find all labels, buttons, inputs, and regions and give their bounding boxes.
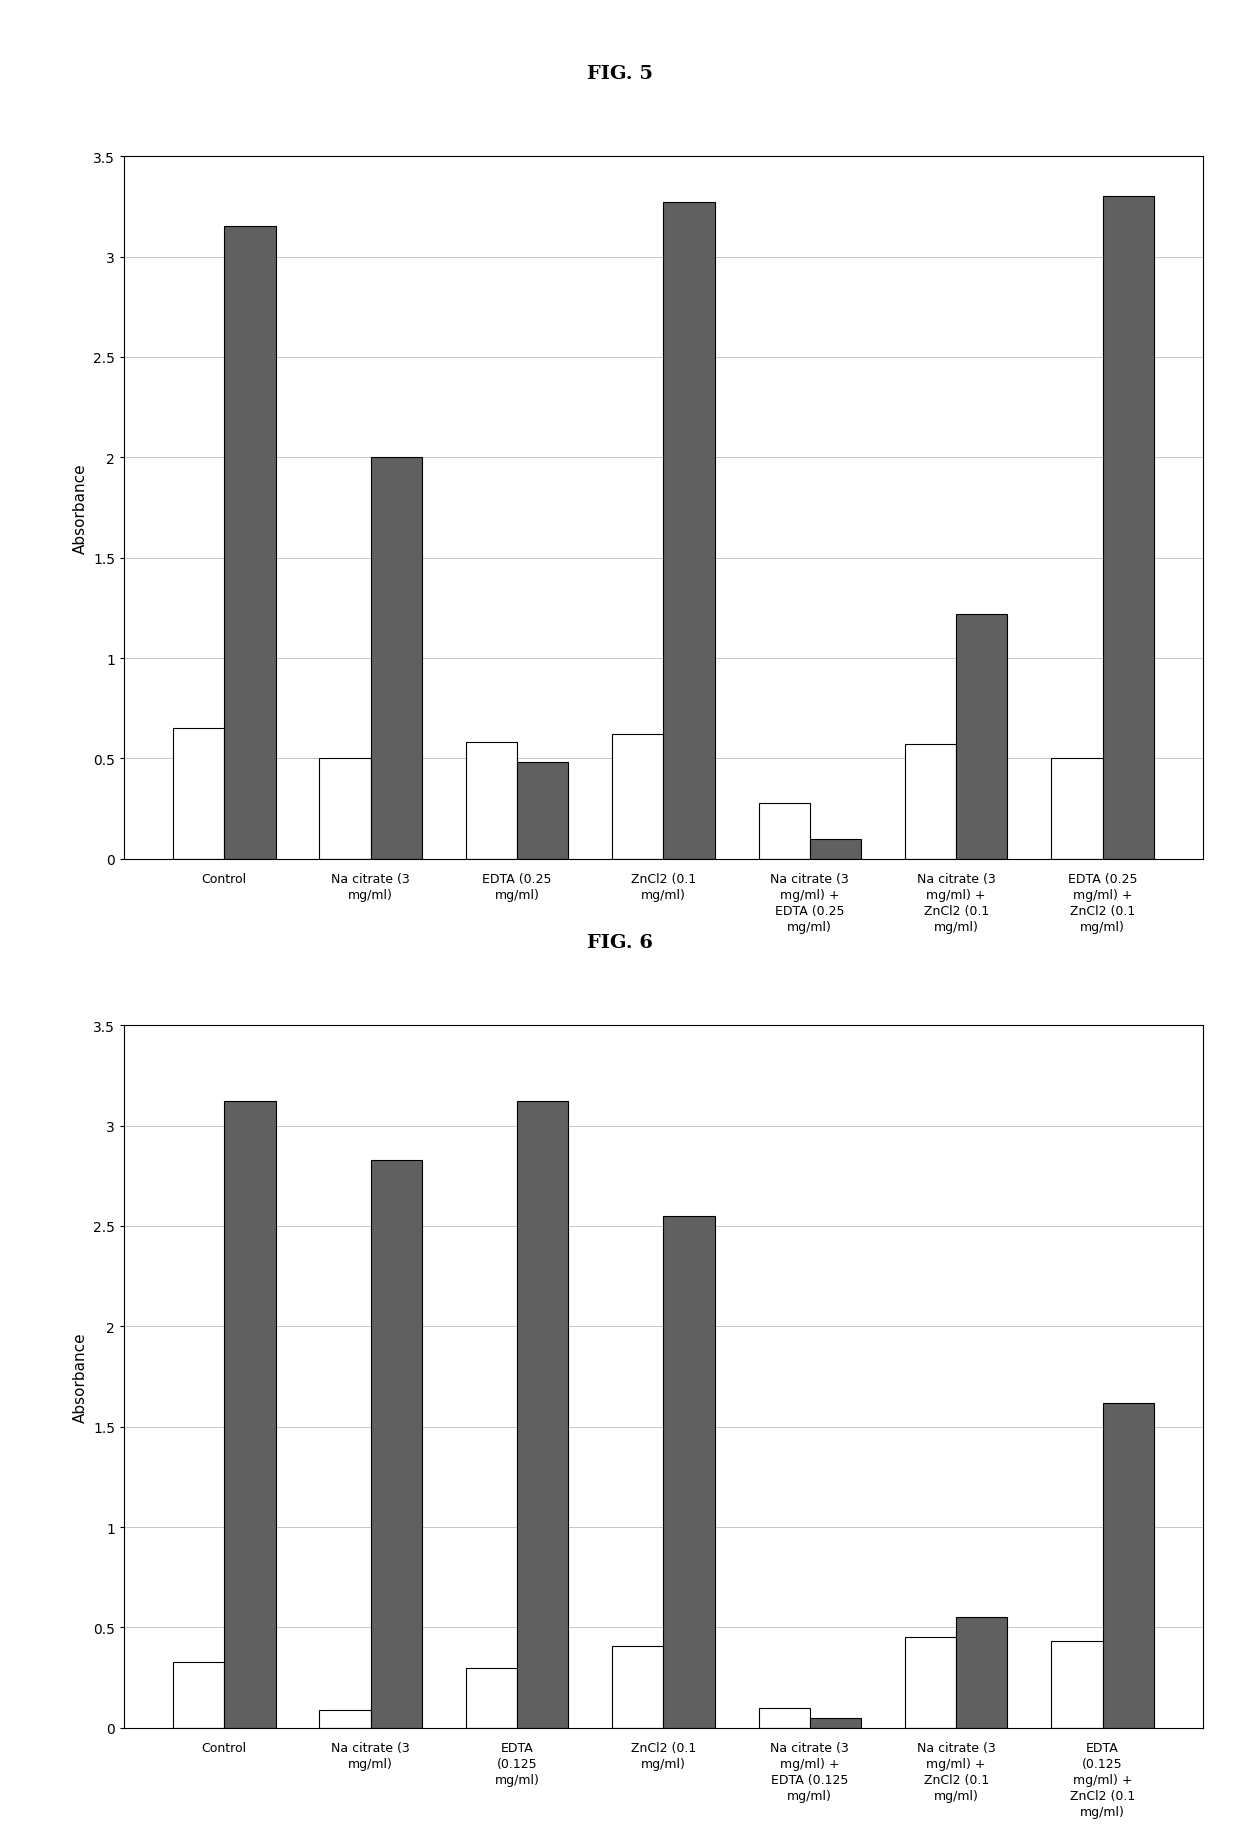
Bar — [466, 1667, 517, 1728]
Bar — [517, 1101, 568, 1728]
Bar — [956, 1617, 1007, 1728]
Legend: Growth @ 600 nm, Biofilm @ 630 nm: Growth @ 600 nm, Biofilm @ 630 nm — [486, 1118, 841, 1148]
Bar — [905, 1637, 956, 1728]
Bar — [613, 736, 663, 859]
Bar — [613, 1645, 663, 1728]
Bar — [1102, 1403, 1153, 1728]
Bar — [320, 1709, 371, 1728]
Bar — [663, 1216, 714, 1728]
Y-axis label: Absorbance: Absorbance — [72, 462, 87, 554]
Bar — [371, 1161, 422, 1728]
Text: FIG. 5: FIG. 5 — [587, 65, 653, 83]
Bar — [1052, 1641, 1102, 1728]
Bar — [810, 839, 861, 859]
Bar — [956, 615, 1007, 859]
Bar — [371, 458, 422, 859]
Bar — [905, 745, 956, 859]
Y-axis label: Absorbance: Absorbance — [72, 1331, 87, 1423]
Bar — [174, 1661, 224, 1728]
Text: FIG. 6: FIG. 6 — [587, 933, 653, 952]
Bar — [224, 227, 275, 859]
Bar — [174, 728, 224, 859]
Bar — [1052, 760, 1102, 859]
Bar — [663, 203, 714, 859]
Bar — [1102, 198, 1153, 859]
Bar — [517, 763, 568, 859]
Bar — [320, 760, 371, 859]
Bar — [224, 1101, 275, 1728]
Bar — [466, 743, 517, 859]
Bar — [810, 1719, 861, 1728]
Bar — [759, 804, 810, 859]
Bar — [759, 1708, 810, 1728]
